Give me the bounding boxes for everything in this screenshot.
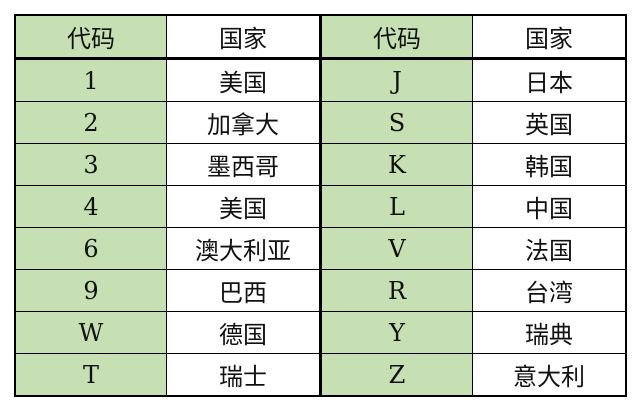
table-row: 2 加拿大 S 英国 [14,101,627,144]
code-cell: W [14,311,167,354]
country-cell: 瑞士 [166,353,322,397]
country-cell: 巴西 [166,269,322,312]
code-cell: S [320,101,473,144]
country-cell: 德国 [166,311,322,354]
table-row: 6 澳大利亚 V 法国 [14,227,627,270]
code-cell: 1 [14,58,167,102]
code-cell: L [320,185,473,228]
country-cell: 加拿大 [166,101,322,144]
code-cell: 6 [14,227,167,270]
country-cell: 澳大利亚 [166,227,322,270]
code-cell: Z [320,353,473,397]
code-cell: T [14,353,167,397]
country-cell: 日本 [472,58,627,102]
code-cell: 2 [14,101,167,144]
header-country-1: 国家 [166,14,322,60]
country-cell: 意大利 [472,353,627,397]
header-code-1: 代码 [14,14,167,60]
country-cell: 法国 [472,227,627,270]
header-code-2: 代码 [320,14,473,60]
code-cell: 3 [14,143,167,186]
country-cell: 韩国 [472,143,627,186]
country-cell: 英国 [472,101,627,144]
table-row: 4 美国 L 中国 [14,185,627,228]
country-cell: 中国 [472,185,627,228]
code-cell: V [320,227,473,270]
code-cell: 9 [14,269,167,312]
table-row: 3 墨西哥 K 韩国 [14,143,627,186]
table-row: 9 巴西 R 台湾 [14,269,627,312]
table-row: T 瑞士 Z 意大利 [14,353,627,397]
table-row: 1 美国 J 日本 [14,58,627,102]
header-country-2: 国家 [472,14,627,60]
country-cell: 美国 [166,58,322,102]
header-row: 代码 国家 代码 国家 [14,14,627,60]
country-cell: 台湾 [472,269,627,312]
code-cell: 4 [14,185,167,228]
code-cell: K [320,143,473,186]
country-code-table: 代码 国家 代码 国家 1 美国 J 日本 2 加拿大 S 英国 3 墨西哥 K 韩国 4 美国 L 中国 6 澳… [14,14,627,397]
table-row: W 德国 Y 瑞典 [14,311,627,354]
code-cell: Y [320,311,473,354]
code-cell: J [320,58,473,102]
code-cell: R [320,269,473,312]
country-cell: 美国 [166,185,322,228]
country-cell: 瑞典 [472,311,627,354]
country-cell: 墨西哥 [166,143,322,186]
